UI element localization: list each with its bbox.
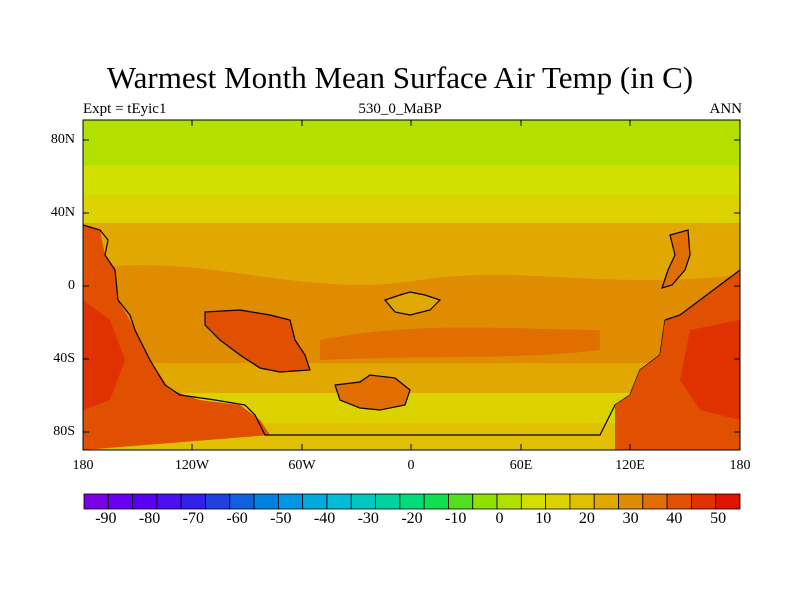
- colorbar-swatch: [205, 493, 231, 510]
- colorbar-swatch: [448, 493, 474, 510]
- y-tick-label: 80N: [50, 132, 75, 147]
- band-0: [83, 120, 740, 165]
- continent-west-core: [83, 300, 125, 410]
- y-tick-label: 40N: [50, 205, 75, 220]
- x-tick-label: 60E: [509, 458, 533, 473]
- colorbar-label: -20: [401, 510, 423, 527]
- colorbar-swatch: [642, 493, 668, 510]
- colorbar-swatch: [593, 493, 619, 510]
- subtitle-left: Expt = tEyic1: [83, 101, 167, 117]
- colorbar-swatch: [350, 493, 376, 510]
- x-tick-marks: [191, 120, 631, 450]
- colorbar-label: -50: [270, 510, 292, 527]
- colorbar-swatch: [277, 493, 304, 510]
- colorbar-label: -60: [226, 510, 248, 527]
- colorbar-swatch: [666, 493, 692, 510]
- y-tick-label: 40S: [53, 351, 75, 366]
- x-tick-label: 120W: [174, 458, 210, 473]
- continent-west: [83, 225, 270, 450]
- colorbar-label: 0: [495, 510, 504, 527]
- colorbar-swatch: [107, 493, 133, 510]
- x-tick-label: 60W: [288, 458, 316, 473]
- band-5: [83, 363, 740, 393]
- colorbar-label: 50: [710, 510, 727, 527]
- colorbar-swatch: [180, 493, 206, 510]
- colorbar-swatch: [496, 493, 522, 510]
- colorbar-swatch: [229, 493, 255, 510]
- colorbar-swatch: [132, 493, 158, 510]
- band-1: [83, 165, 740, 195]
- colorbar-swatch: [472, 493, 498, 510]
- x-tick-label: 180: [72, 458, 94, 473]
- colorbar-swatch: [156, 493, 182, 510]
- x-tick-label: 0: [407, 458, 415, 473]
- colorbar-label: -40: [313, 510, 336, 527]
- colorbar-label: 20: [578, 510, 595, 527]
- continent-east-outline: [664, 269, 741, 321]
- band-2: [83, 195, 740, 223]
- chart-title: Warmest Month Mean Surface Air Temp (in …: [106, 60, 694, 95]
- colorbar-label: 40: [666, 510, 683, 527]
- colorbar-swatch: [302, 493, 328, 510]
- colorbar-swatch: [691, 493, 717, 510]
- colorbar-swatch: [545, 493, 571, 510]
- colorbar-swatch: [618, 493, 644, 510]
- colorbar-swatch: [83, 493, 109, 510]
- y-tick-label: 0: [68, 278, 75, 293]
- colorbar-swatch: [715, 493, 741, 510]
- colorbar-label: -70: [182, 510, 204, 527]
- colorbar-label: -30: [357, 510, 379, 527]
- east-island: [661, 229, 691, 289]
- colorbar-swatch: [569, 493, 595, 510]
- y-tick-label: 80S: [53, 424, 75, 439]
- colorbar-swatch: [399, 493, 425, 510]
- subtitle-center: 530_0_MaBP: [358, 101, 442, 117]
- colorbar-label: 10: [535, 510, 552, 527]
- small-island-2: [334, 374, 411, 411]
- continent-east-core: [680, 320, 740, 420]
- colorbar-label: -90: [95, 510, 117, 527]
- central-land: [204, 309, 311, 373]
- x-tick-label: 120E: [615, 458, 645, 473]
- colorbar-swatch: [423, 493, 449, 510]
- colorbar-swatch: [326, 493, 352, 510]
- small-island: [383, 291, 442, 316]
- colorbar-swatch: [375, 493, 401, 510]
- colorbar-swatch: [520, 493, 547, 510]
- subtitle-right: ANN: [709, 101, 743, 117]
- colorbar-label: -10: [445, 510, 467, 527]
- colorbar-swatch: [253, 493, 279, 510]
- y-tick-marks: [83, 139, 740, 433]
- x-tick-label: 180: [729, 458, 751, 473]
- warm-wave-2: [320, 327, 600, 360]
- colorbar-label: -80: [138, 510, 161, 527]
- colorbar-label: 30: [622, 510, 639, 527]
